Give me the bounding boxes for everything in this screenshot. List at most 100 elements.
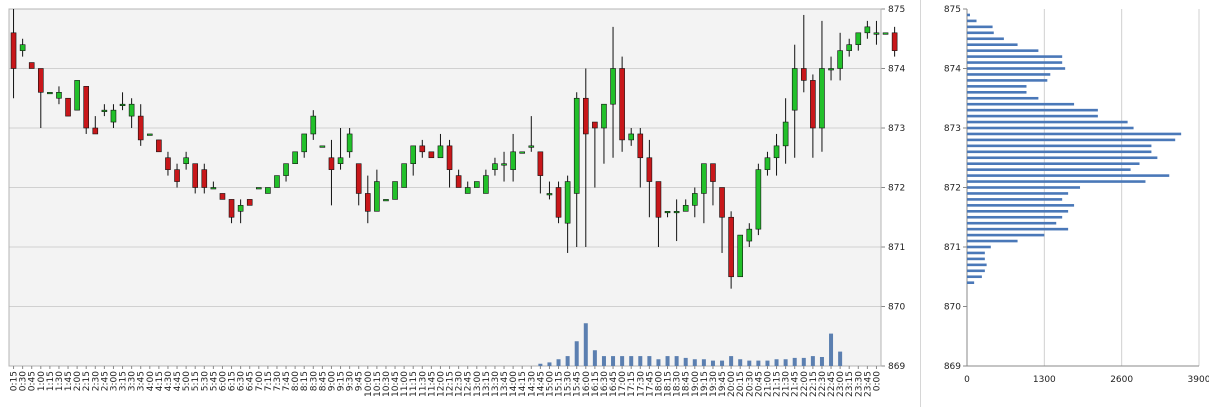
volume-bar xyxy=(665,356,670,366)
x-tick-label: 12:00 xyxy=(436,371,446,397)
volume-bar xyxy=(620,356,625,366)
candle-body xyxy=(174,169,180,182)
y-tick-label: 875 xyxy=(888,5,905,15)
y-tick-label: 870 xyxy=(944,303,961,313)
candle-body xyxy=(473,181,480,188)
x-tick-label: 17:30 xyxy=(636,371,646,397)
volume-bar xyxy=(801,357,806,366)
candlestick-chart: 869 870 871 872 873 874 875 0:15 0:30 0:45 1:00 1:1… xyxy=(8,5,905,397)
volume-bar xyxy=(701,359,706,366)
volume-bar xyxy=(683,357,688,366)
volume-bar xyxy=(556,359,561,366)
x-tick-label: 6:45 xyxy=(246,371,256,391)
plot-frame xyxy=(8,8,882,367)
y-tick-label: 872 xyxy=(944,184,961,194)
candle-body xyxy=(10,32,17,69)
x-tick-label: 3:30 xyxy=(128,371,138,391)
x-tick-label: 5:15 xyxy=(191,371,201,391)
candle-body xyxy=(364,193,371,212)
x-tick-label: 5:00 xyxy=(182,371,192,391)
volume-bar xyxy=(583,323,588,366)
y-tick-label: 874 xyxy=(944,65,961,75)
candle-body xyxy=(555,187,562,218)
candle-body xyxy=(637,133,644,159)
candle-body xyxy=(501,163,507,166)
x-tick-label: 7:45 xyxy=(282,371,292,391)
candle-body xyxy=(646,157,653,182)
candle-body xyxy=(437,145,444,159)
x-tick-label: 21:45 xyxy=(791,371,801,397)
x-tick-label: 8:30 xyxy=(309,371,319,391)
x-tick-label: 2:00 xyxy=(73,371,83,391)
candle-body xyxy=(392,181,398,200)
volume-bar xyxy=(547,362,552,366)
candle-body xyxy=(237,205,244,212)
x-tick-label: 7:30 xyxy=(273,371,283,391)
x-tick-label: 21:00 xyxy=(763,371,773,397)
profile-bar xyxy=(967,257,985,261)
volume-bar xyxy=(765,360,770,366)
x-tick-label: 3:00 xyxy=(109,371,119,391)
x-tick-label: 17:45 xyxy=(645,371,655,397)
candle-body xyxy=(628,133,635,141)
x-tick-label: 11:15 xyxy=(409,371,419,397)
x-tick-label: 23:30 xyxy=(854,371,864,397)
x-tick-label: 21:15 xyxy=(773,371,783,397)
candle-body xyxy=(537,151,544,176)
candle-body xyxy=(828,68,834,71)
profile-bar xyxy=(967,186,1081,189)
candle-body xyxy=(19,44,26,51)
candle-body xyxy=(737,234,744,278)
candle-body xyxy=(483,175,489,194)
y-tick-label: 873 xyxy=(944,124,961,134)
volume-bar xyxy=(538,363,543,366)
candle-body xyxy=(873,32,880,35)
y-tick-label: 873 xyxy=(888,124,905,134)
x-tick-label: 12:15 xyxy=(446,371,456,397)
volume-bar xyxy=(747,360,752,366)
x-tick-label: 1:00 xyxy=(37,371,47,391)
x-tick-label: 15:15 xyxy=(555,371,565,397)
x-tick-label: 9:45 xyxy=(355,371,365,391)
volume-bar xyxy=(729,356,734,366)
x-tick-label: 4:30 xyxy=(164,371,174,391)
candle-body xyxy=(383,199,389,202)
profile-bar xyxy=(967,31,994,35)
candle-body xyxy=(846,44,853,51)
x-tick-label: 18:15 xyxy=(664,371,674,397)
volume-bar xyxy=(601,356,606,366)
candle-body xyxy=(74,80,80,111)
candle-body xyxy=(165,157,171,170)
candle-body xyxy=(664,211,671,214)
profile-bar xyxy=(967,55,1063,58)
candle-body xyxy=(719,187,725,218)
profile-bar xyxy=(967,144,1152,148)
x-tick-label: 19:00 xyxy=(691,371,701,397)
x-tick-label: 1300 xyxy=(1033,375,1056,385)
candle-body xyxy=(455,175,462,188)
x-tick-label: 11:00 xyxy=(400,371,410,397)
candle-body xyxy=(192,163,199,188)
candle-body xyxy=(228,199,235,218)
x-tick-label: 0:00 xyxy=(872,371,882,391)
y-tick-label: 869 xyxy=(944,362,961,372)
profile-bar xyxy=(967,132,1182,136)
profile-bar xyxy=(967,79,1048,82)
candle-body xyxy=(346,133,353,153)
profile-bar xyxy=(967,156,1158,160)
candle-body xyxy=(601,103,607,129)
profile-bar xyxy=(967,210,1069,213)
candle-body xyxy=(773,145,780,159)
x-tick-label: 20:30 xyxy=(745,371,755,397)
x-tick-label: 15:00 xyxy=(545,371,555,397)
profile-bar xyxy=(967,13,970,17)
candle-body xyxy=(682,205,689,212)
candle-body xyxy=(882,32,889,35)
profile-bar xyxy=(967,114,1098,118)
profile-bar xyxy=(967,281,975,284)
x-tick-label: 8:15 xyxy=(300,371,310,391)
candle-body xyxy=(655,181,662,218)
candle-body xyxy=(355,163,362,194)
x-tick-label: 13:45 xyxy=(500,371,510,397)
